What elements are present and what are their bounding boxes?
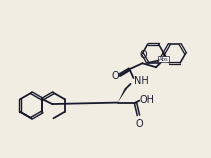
Text: OH: OH (139, 95, 154, 105)
Text: Abs: Abs (159, 57, 169, 62)
Text: NH: NH (134, 76, 149, 86)
Polygon shape (118, 89, 127, 103)
Text: O: O (139, 50, 147, 60)
Text: O: O (111, 71, 119, 81)
Text: O: O (136, 119, 143, 129)
